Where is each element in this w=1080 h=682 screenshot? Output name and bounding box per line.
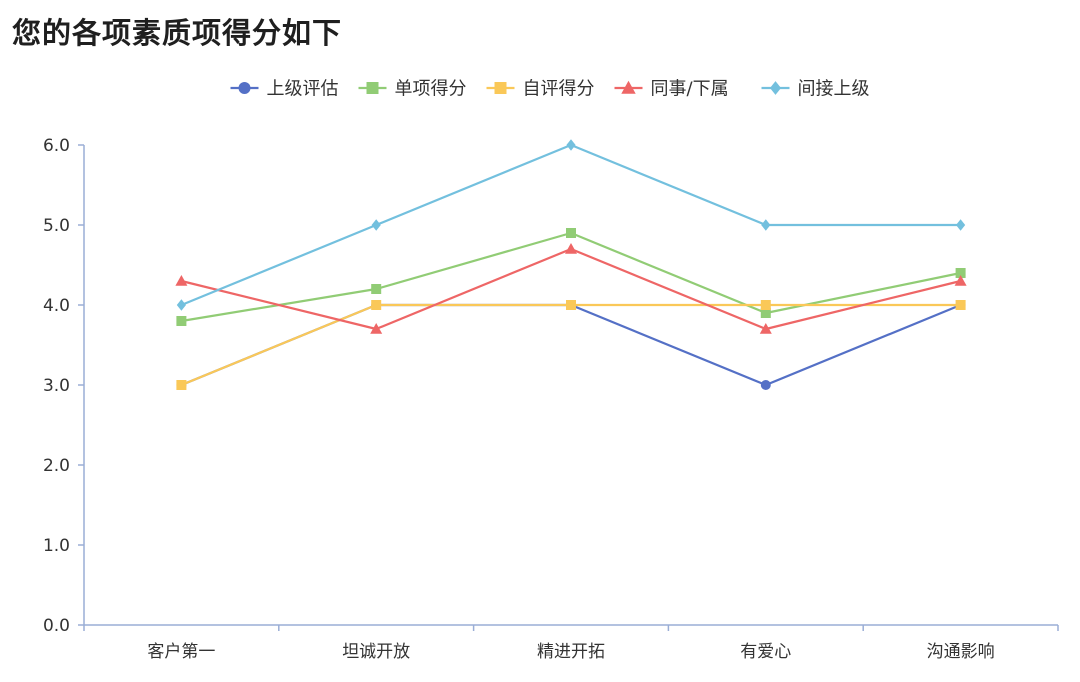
data-point [176,316,187,326]
page-title: 您的各项素质项得分如下 [12,16,343,50]
series-line [180,143,961,307]
series-group [176,139,966,311]
series-group [175,243,967,334]
y-tick-label: 1.0 [43,536,70,556]
data-point [956,219,966,231]
legend-item[interactable]: 单项得分 [358,79,467,100]
x-tick-label: 坦诚开放 [342,642,410,662]
data-point [761,219,771,231]
series-line [180,303,961,387]
series-line [180,303,962,387]
chart-axes: 0.0 1.0 2.0 3.0 4.0 5.0 6.0 客户第一 坦诚开放 精进开拓 有爱心 沟通影响 [43,136,1059,662]
data-point [176,299,186,311]
data-point [565,243,577,254]
data-point [566,228,576,238]
data-point [760,300,771,310]
y-tick-label: 6.0 [43,136,70,156]
series-line [181,247,961,331]
legend-marker [769,81,782,95]
data-point [954,275,967,286]
data-point [760,308,771,318]
legend-marker [621,80,636,94]
legend-label: 单项得分 [395,79,467,100]
data-point [566,300,576,310]
legend-item[interactable]: 上级评估 [230,79,339,100]
y-tick-label: 3.0 [43,376,70,396]
data-point [566,139,576,151]
series-group [176,228,966,326]
x-tick-label: 精进开拓 [537,642,605,662]
x-tick-label: 沟通影响 [927,642,995,662]
legend-marker [366,82,379,94]
data-point [175,275,188,286]
data-point [955,300,966,310]
data-point [759,323,772,334]
data-point [955,268,966,278]
legend-item[interactable]: 同事/下属 [614,79,729,100]
data-point [760,380,771,390]
legend-marker [238,82,251,94]
data-point [371,300,382,310]
legend-label: 上级评估 [267,79,339,100]
y-tick-label: 4.0 [43,296,70,316]
legend-label: 间接上级 [798,79,870,100]
chart-legend[interactable]: 上级评估 单项得分 自评得分 同事/下属 间接上级 [230,79,870,100]
x-tick-label: 有爱心 [740,642,791,662]
series-group [176,300,966,390]
series-group [176,300,966,390]
legend-label: 自评得分 [523,79,595,100]
x-tick-label: 客户第一 [147,642,215,662]
y-tick-label: 5.0 [43,216,70,236]
y-tick-label: 0.0 [43,616,70,636]
data-point [371,284,382,294]
data-point [176,380,187,390]
legend-item[interactable]: 自评得分 [486,79,595,100]
legend-marker [494,82,507,94]
y-tick-label: 2.0 [43,456,70,476]
legend-label: 同事/下属 [651,79,729,100]
data-point [371,219,381,231]
data-point [370,323,383,334]
chart-series [175,139,967,390]
legend-item[interactable]: 间接上级 [761,79,870,100]
